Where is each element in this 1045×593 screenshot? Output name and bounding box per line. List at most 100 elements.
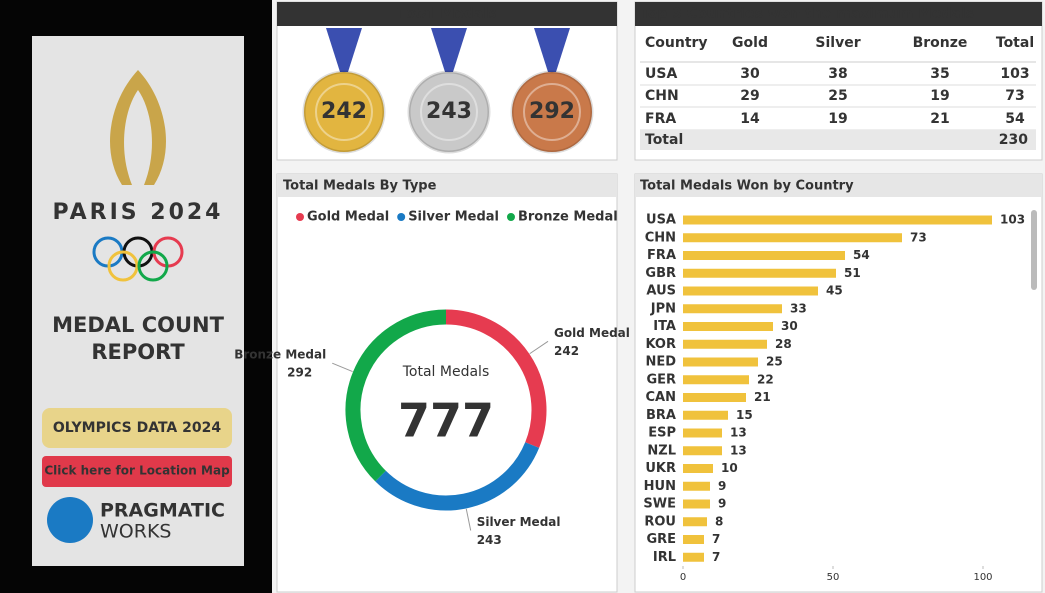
bar <box>683 428 722 438</box>
y-tick-label: ROU <box>644 514 676 529</box>
value-label: 13 <box>730 443 747 457</box>
x-tick-label: 50 <box>827 572 840 583</box>
value-label: 45 <box>826 284 843 298</box>
value-label: 22 <box>757 372 774 386</box>
bar <box>683 375 749 385</box>
bar <box>683 393 746 402</box>
y-tick-label: JPN <box>650 301 676 316</box>
medal-value: 242 <box>321 99 367 124</box>
bar <box>683 517 707 527</box>
table-cell: 103 <box>1000 66 1029 82</box>
logo-text: PRAGMATIC <box>100 500 225 522</box>
column-header: Silver <box>815 35 860 51</box>
column-header: Total <box>996 35 1034 51</box>
y-tick-label: GBR <box>645 266 676 281</box>
table-cell: 21 <box>930 111 949 127</box>
location-button-text[interactable]: Click here for Location Map <box>44 464 230 478</box>
table-cell: 25 <box>828 88 847 104</box>
y-tick-label: NZL <box>647 443 676 458</box>
value-label: 9 <box>718 497 726 511</box>
medal <box>302 70 386 154</box>
medal-value: 243 <box>426 99 472 124</box>
x-tick-label: 100 <box>973 572 992 583</box>
panel-title: Total Medals <box>397 6 496 22</box>
slice-value: 242 <box>554 344 579 358</box>
legend-dot <box>296 213 304 221</box>
value-label: 33 <box>790 301 807 315</box>
bar <box>683 446 722 456</box>
value-label: 73 <box>910 230 927 244</box>
y-tick-label: GER <box>646 372 676 387</box>
leader-line <box>332 362 353 373</box>
brand: PARIS 2024 <box>53 200 224 225</box>
value-label: 28 <box>775 337 792 351</box>
donut-slice <box>445 309 547 448</box>
bar <box>683 410 728 420</box>
panel-title: Total Medals By Type <box>283 179 437 194</box>
value-label: 15 <box>736 408 753 422</box>
bar <box>683 251 845 260</box>
bar <box>683 535 704 544</box>
bar <box>683 286 818 296</box>
y-tick-label: CHN <box>645 230 676 245</box>
column-header: Gold <box>732 35 768 51</box>
value-label: 30 <box>781 319 798 333</box>
table-cell: 19 <box>930 88 949 104</box>
bar <box>683 233 902 243</box>
y-tick-label: IRL <box>653 550 676 565</box>
leader-line <box>529 340 549 355</box>
panel-header <box>635 174 1042 197</box>
value-label: 7 <box>712 550 720 564</box>
legend-label: Bronze Medal <box>518 210 618 225</box>
ribbon <box>326 28 362 72</box>
slice-value: 243 <box>477 533 502 547</box>
donut-slice <box>345 309 447 482</box>
column-header: Bronze <box>913 35 968 51</box>
logo-icon <box>47 497 93 543</box>
y-tick-label: NED <box>645 355 676 370</box>
y-tick-label: ITA <box>653 319 676 334</box>
bar <box>683 481 710 491</box>
table-cell: 54 <box>1005 111 1025 127</box>
value-label: 9 <box>718 479 726 493</box>
value-label: 7 <box>712 532 720 546</box>
bar <box>683 464 713 473</box>
center-label: Total Medals <box>402 364 490 380</box>
value-label: 8 <box>715 514 723 528</box>
bar <box>683 552 704 562</box>
slice-value: 292 <box>287 366 312 380</box>
value-label: 25 <box>766 355 783 369</box>
report-title: MEDAL COUNT <box>52 313 225 337</box>
ribbon <box>431 28 467 72</box>
value-label: 21 <box>754 390 771 404</box>
value-label: 10 <box>721 461 738 475</box>
bar <box>683 339 767 349</box>
bar <box>683 215 992 225</box>
country-cell: CHN <box>645 88 679 104</box>
table-cell: 19 <box>828 111 847 127</box>
country-cell: USA <box>645 66 677 82</box>
legend-label: Silver Medal <box>408 210 499 225</box>
scrollbar[interactable] <box>1031 210 1037 290</box>
x-tick-label: 0 <box>680 572 686 583</box>
legend-dot <box>506 213 515 221</box>
slice-label: Bronze Medal <box>234 348 326 362</box>
value-label: 13 <box>730 426 747 440</box>
leader-line <box>465 508 472 531</box>
y-tick-label: AUS <box>646 284 676 299</box>
value-label: 51 <box>844 266 861 280</box>
bar <box>683 499 710 509</box>
y-tick-label: CAN <box>646 390 676 405</box>
legend-dot <box>397 213 406 221</box>
value-label: 54 <box>853 248 870 262</box>
value-label: 103 <box>1000 213 1025 227</box>
ribbon <box>534 28 570 72</box>
y-tick-label: HUN <box>644 479 676 494</box>
y-tick-label: UKR <box>645 461 676 476</box>
table-cell: 29 <box>740 88 759 104</box>
report-title: REPORT <box>91 340 185 364</box>
slice-label: Silver Medal <box>477 515 561 529</box>
location-button[interactable] <box>42 456 232 487</box>
legend-label: Gold Medal <box>307 210 389 225</box>
bar <box>683 268 836 278</box>
